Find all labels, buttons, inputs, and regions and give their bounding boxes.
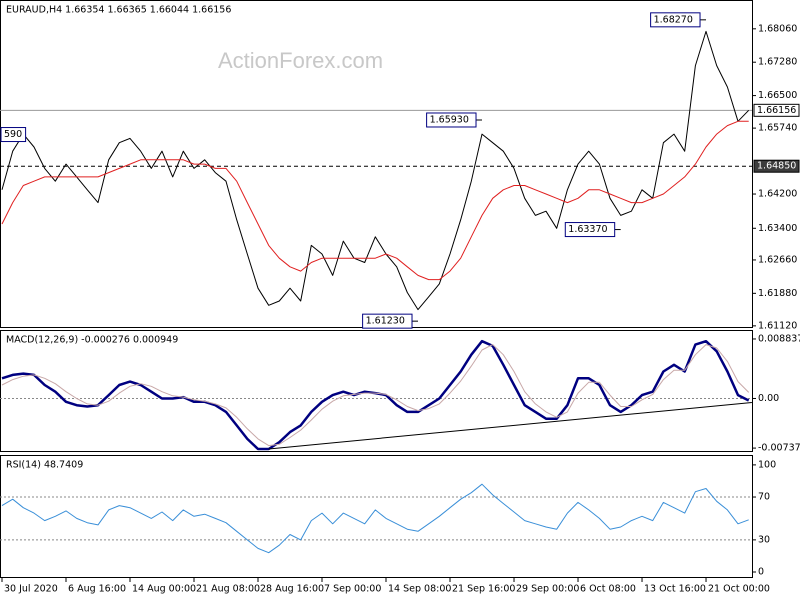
panel-title: RSI(14) 48.7409 xyxy=(6,460,83,471)
y-tick-label: 0.008837 xyxy=(758,333,800,344)
x-tick-label: 29 Sep 00:00 xyxy=(516,584,579,595)
price-label: 1.64850 xyxy=(757,161,796,172)
y-tick-label: 1.64200 xyxy=(758,189,797,200)
y-tick-label: 1.65740 xyxy=(758,123,797,134)
annotation-label: 1.61230 xyxy=(366,316,405,327)
y-tick-label: 1.61880 xyxy=(758,288,797,299)
y-tick-label: 1.66500 xyxy=(758,90,797,101)
y-tick-label: 1.62660 xyxy=(758,254,797,265)
y-tick-label: 1.63400 xyxy=(758,223,797,234)
x-tick-label: 14 Aug 00:00 xyxy=(132,584,196,595)
watermark: ActionForex.com xyxy=(218,48,383,73)
panel-border xyxy=(0,330,753,452)
x-tick-label: 28 Aug 16:00 xyxy=(260,584,324,595)
series-line xyxy=(1,483,749,554)
y-tick-label: 0 xyxy=(758,567,764,578)
annotation-label: 1.63370 xyxy=(568,224,607,235)
annotation-box xyxy=(650,12,701,28)
x-tick-label: 6 Oct 08:00 xyxy=(580,584,636,595)
x-tick-label: 13 Oct 16:00 xyxy=(644,584,706,595)
panel-title: MACD(12,26,9) -0.000276 0.000949 xyxy=(6,335,178,346)
series-line xyxy=(1,339,750,451)
annotation-box xyxy=(564,222,616,238)
y-tick-label: -0.00737 xyxy=(758,443,800,454)
x-tick-label: 6 Aug 16:00 xyxy=(68,584,126,595)
y-tick-label: 1.67280 xyxy=(758,57,797,68)
price-label-box xyxy=(753,159,800,173)
x-tick-label: 14 Sep 08:00 xyxy=(388,584,451,595)
x-tick-label: 21 Sep 16:00 xyxy=(452,584,515,595)
price-label-box xyxy=(753,103,800,117)
y-tick-label: 30 xyxy=(758,534,770,545)
y-tick-label: 0.00 xyxy=(758,393,779,404)
price-label: 1.66156 xyxy=(757,105,796,116)
x-tick-label: 30 Jul 2020 xyxy=(4,584,58,595)
y-tick-label: 70 xyxy=(758,492,770,503)
series-line xyxy=(1,30,750,311)
y-tick-label: 1.68060 xyxy=(758,23,797,34)
annotation-box xyxy=(0,127,27,143)
annotation-label: 1.68270 xyxy=(654,14,693,25)
series-line xyxy=(1,344,750,447)
series-line xyxy=(1,120,749,281)
x-tick-label: 7 Sep 00:00 xyxy=(324,584,381,595)
x-tick-label: 21 Oct 00:00 xyxy=(708,584,770,595)
annotation-label: 590 xyxy=(4,129,22,140)
y-tick-label: 1.61120 xyxy=(758,320,797,331)
y-tick-label: 100 xyxy=(758,459,776,470)
x-tick-label: 21 Aug 08:00 xyxy=(196,584,260,595)
annotation-box xyxy=(362,313,413,329)
panel-border xyxy=(0,455,753,578)
annotation-label: 1.65930 xyxy=(430,114,469,125)
trend-line xyxy=(268,402,752,450)
panel-title: EURAUD,H4 1.66354 1.66365 1.66044 1.6615… xyxy=(6,5,231,16)
annotation-box xyxy=(426,112,477,128)
